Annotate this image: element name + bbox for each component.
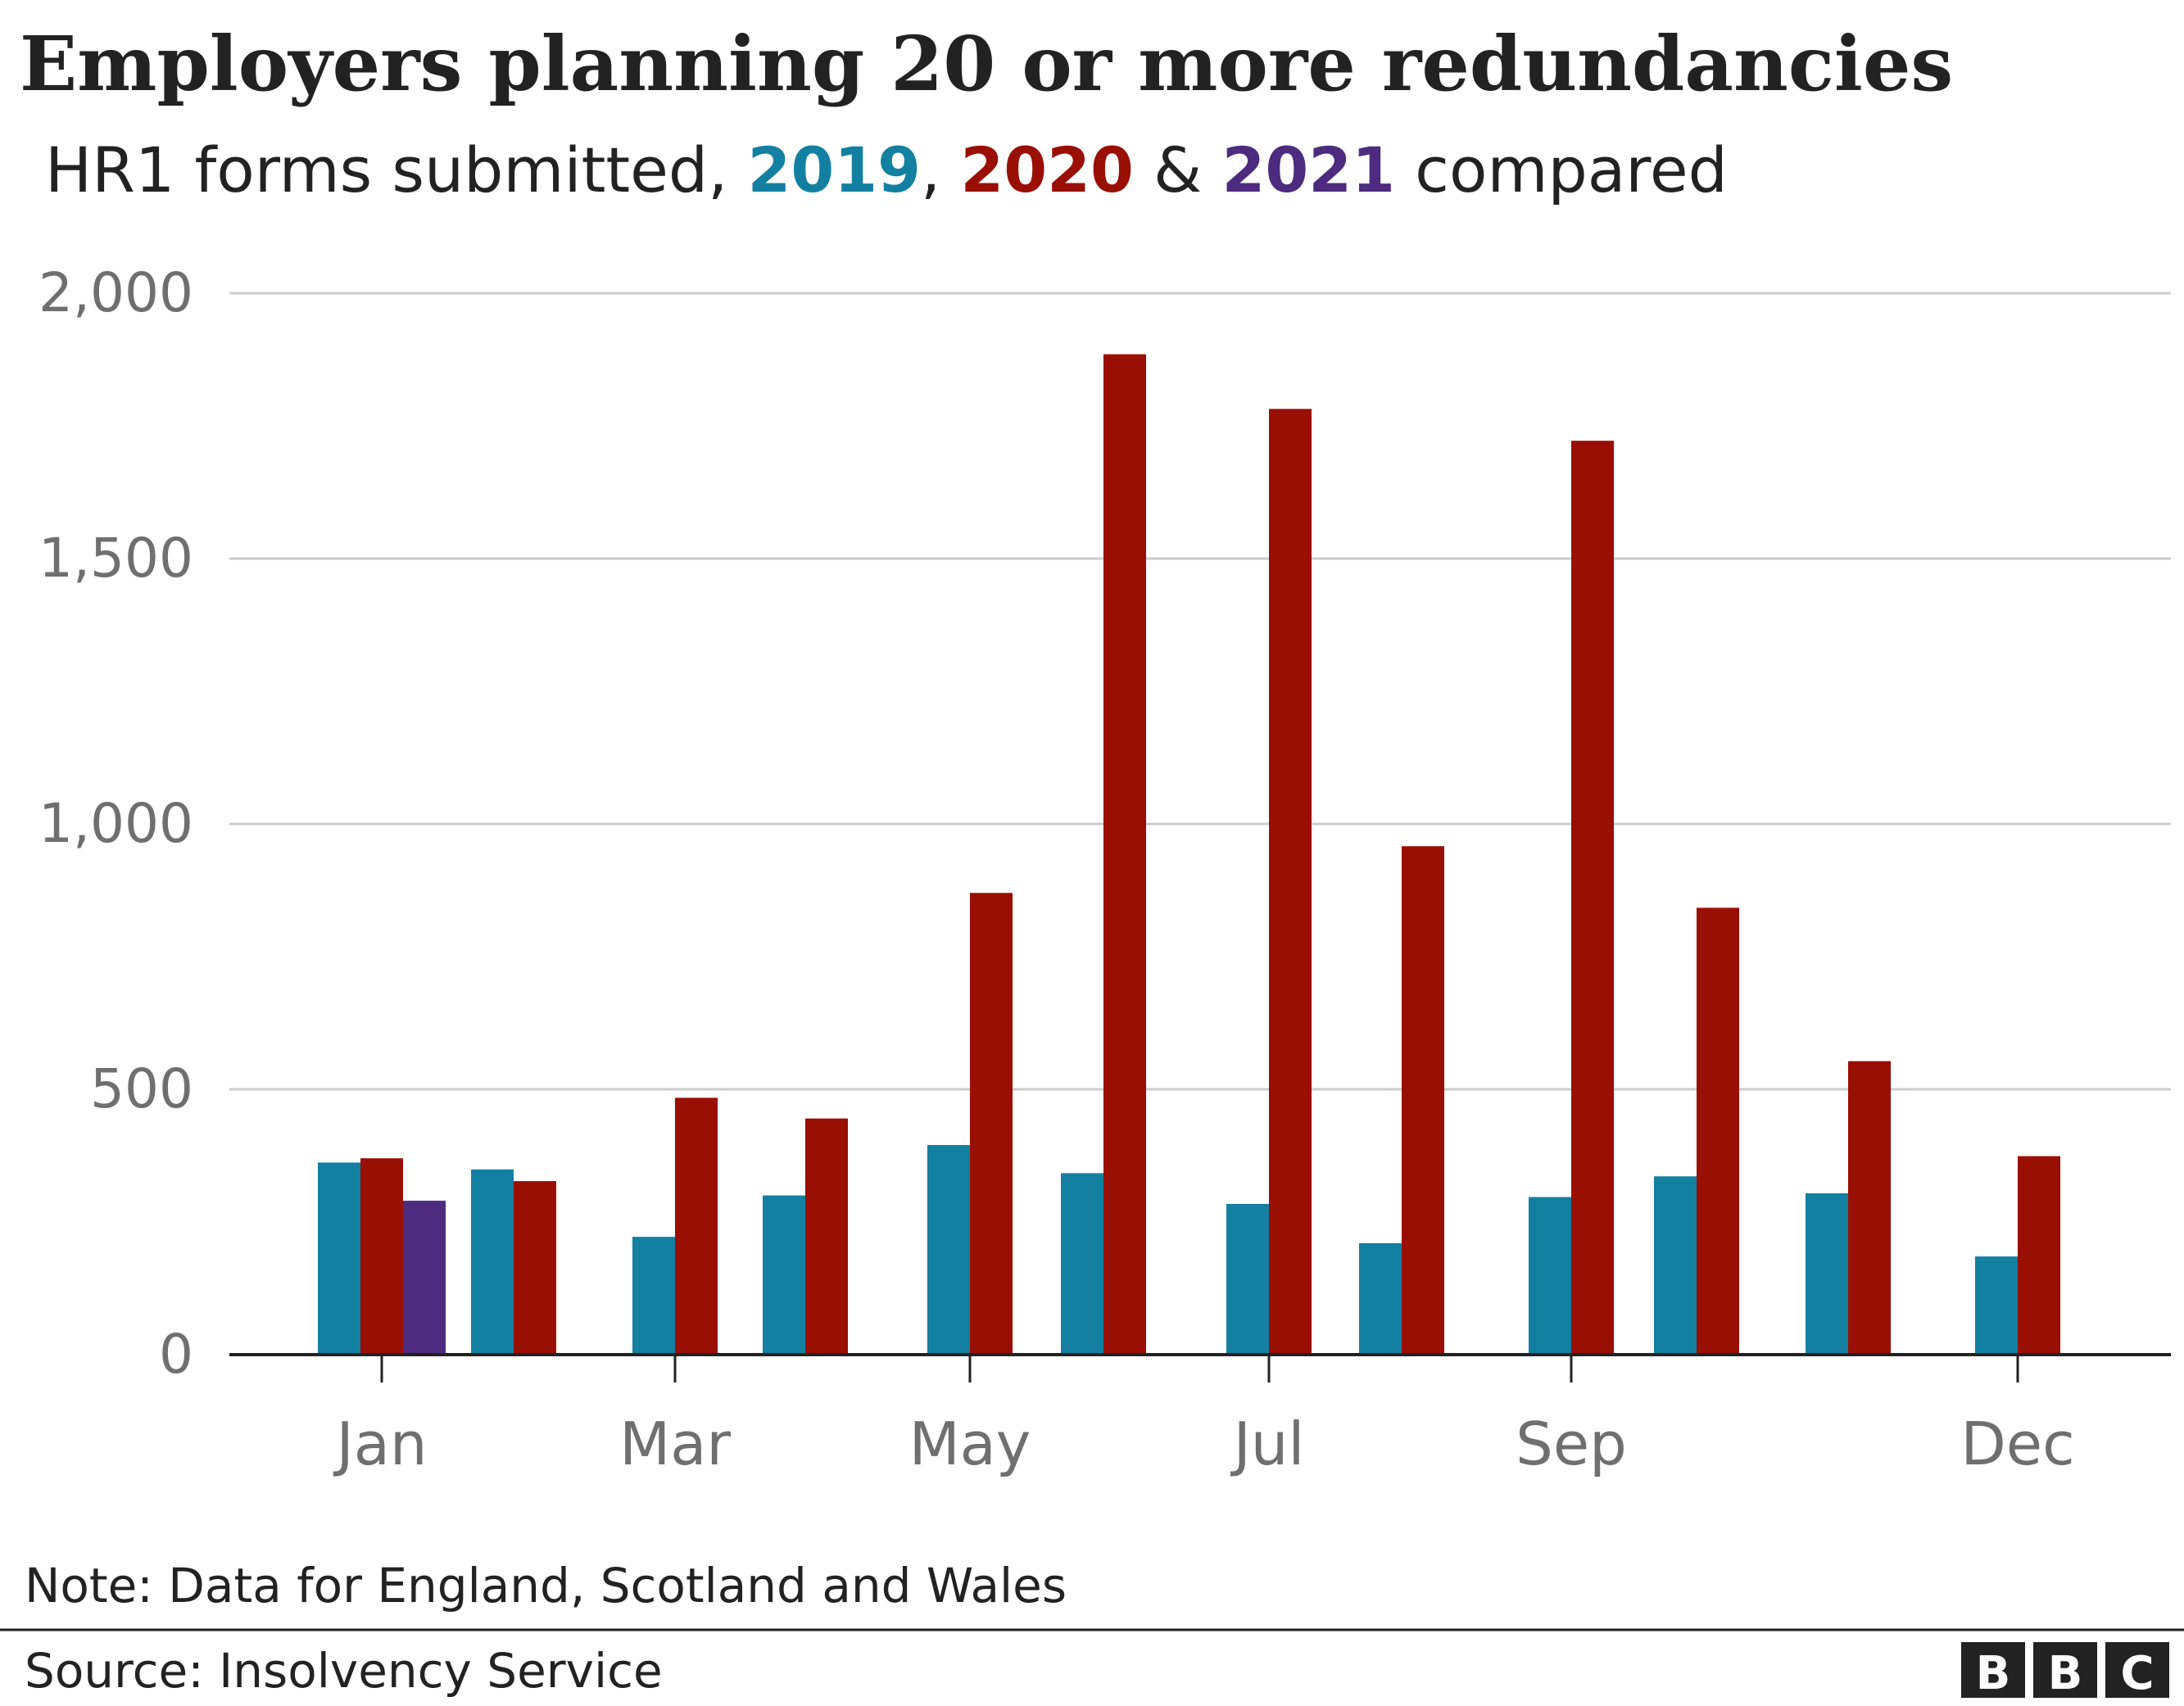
bar-2019-jul [1226,1203,1269,1355]
y-tick-label-2000: 2,000 [39,261,193,324]
bar-2020-aug [1402,846,1444,1355]
x-tick-label-sep: Sep [1516,1410,1627,1478]
x-tick-label-dec: Dec [1960,1410,2074,1478]
bbc-logo-block-1 [1961,1642,2025,1698]
x-tick-label-mar: Mar [619,1410,731,1478]
bbc-logo-letter-1: B [1976,1647,2011,1700]
bar-2019-sep [1529,1197,1571,1355]
subtitle-suffix: compared [1395,133,1728,206]
bar-2020-mar [675,1097,718,1355]
bar-2019-nov [1806,1193,1848,1355]
bbc-logo-letter-3: C [2120,1647,2154,1700]
chart-note: Note: Data for England, Scotland and Wal… [25,1558,1067,1613]
bar-2019-apr [763,1195,805,1355]
bar-2019-aug [1359,1242,1402,1355]
bar-2020-nov [1848,1061,1891,1355]
chart-source: Source: Insolvency Service [25,1643,663,1699]
bar-2020-apr [805,1118,848,1355]
subtitle-sep-2: & [1134,133,1222,206]
gridlines [229,292,2171,1091]
bbc-logo: B B C [1961,1642,2169,1700]
x-tick-label-may: May [909,1410,1031,1478]
bbc-logo-letter-2: B [2048,1647,2083,1700]
bar-2019-jun [1061,1173,1103,1355]
y-tick-label-0: 0 [159,1323,193,1386]
bar-2019-mar [632,1237,675,1355]
bars [318,354,2060,1355]
x-tick-label-jul: Jul [1230,1410,1305,1478]
y-tick-label-500: 500 [90,1057,193,1120]
bar-2019-feb [471,1169,514,1355]
chart-subtitle: HR1 forms submitted, 2019, 2020 & 2021 c… [45,133,1728,206]
subtitle-sep-1: , [921,133,960,206]
subtitle-year-2020: 2020 [960,133,1134,206]
bar-2020-dec [2018,1156,2060,1355]
subtitle-year-2021: 2021 [1221,133,1395,206]
bar-2019-oct [1654,1176,1697,1355]
chart-title: Employers planning 20 or more redundanci… [20,20,1953,108]
bar-2020-jul [1269,409,1312,1355]
bar-2020-oct [1697,907,1739,1355]
bar-2020-jan [360,1158,403,1355]
subtitle-prefix: HR1 forms submitted, [45,133,748,206]
bbc-logo-block-2 [2033,1642,2097,1698]
y-tick-label-1000: 1,000 [39,792,193,855]
y-axis-ticks: 0 500 1,000 1,500 2,000 [39,261,193,1386]
bar-2020-sep [1571,441,1614,1355]
bar-2019-may [927,1145,970,1355]
bar-2020-feb [514,1181,556,1355]
subtitle-year-2019: 2019 [748,133,922,206]
y-tick-label-1500: 1,500 [39,527,193,590]
bar-2019-jan [318,1162,360,1355]
x-axis-ticks: Jan Mar May Jul Sep Dec [333,1355,2075,1478]
x-tick-label-jan: Jan [333,1410,428,1478]
bar-2021-jan [403,1201,446,1355]
bbc-logo-block-3 [2105,1642,2169,1698]
bar-2020-may [970,893,1013,1355]
bar-2020-jun [1103,354,1146,1355]
bar-2019-dec [1975,1256,2018,1355]
